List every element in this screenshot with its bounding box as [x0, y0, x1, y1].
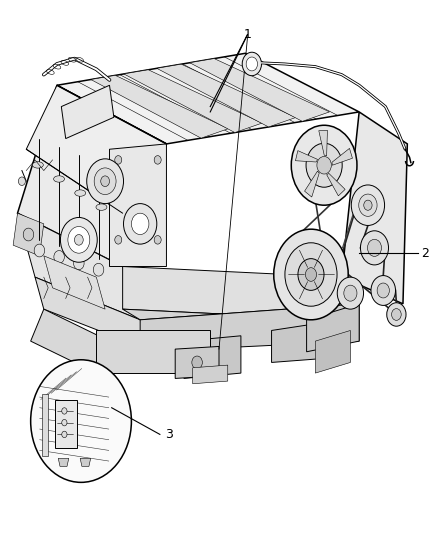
Polygon shape	[80, 458, 91, 466]
Circle shape	[74, 235, 83, 245]
Polygon shape	[315, 330, 350, 373]
Circle shape	[93, 263, 104, 276]
Circle shape	[115, 236, 122, 244]
Circle shape	[124, 204, 157, 244]
Circle shape	[377, 283, 389, 298]
Circle shape	[34, 244, 45, 257]
Polygon shape	[44, 256, 105, 309]
Circle shape	[392, 309, 401, 320]
Polygon shape	[272, 320, 342, 362]
Circle shape	[371, 276, 396, 305]
Circle shape	[154, 156, 161, 164]
Circle shape	[387, 303, 406, 326]
Polygon shape	[55, 400, 77, 448]
Polygon shape	[123, 266, 342, 320]
Circle shape	[364, 200, 372, 210]
Circle shape	[351, 185, 385, 225]
Polygon shape	[332, 148, 353, 165]
Circle shape	[62, 419, 67, 426]
Circle shape	[94, 168, 116, 195]
Polygon shape	[319, 130, 328, 156]
Ellipse shape	[75, 190, 86, 196]
Polygon shape	[18, 213, 140, 320]
Polygon shape	[35, 277, 153, 352]
Circle shape	[359, 194, 377, 216]
Circle shape	[74, 257, 84, 270]
Polygon shape	[110, 144, 166, 266]
Circle shape	[62, 431, 67, 438]
Polygon shape	[31, 309, 110, 373]
Polygon shape	[13, 213, 44, 256]
Polygon shape	[304, 171, 319, 197]
Ellipse shape	[32, 161, 43, 168]
Circle shape	[344, 285, 357, 301]
Polygon shape	[190, 59, 329, 122]
Circle shape	[298, 259, 324, 290]
Circle shape	[115, 156, 122, 164]
Circle shape	[274, 229, 348, 320]
Circle shape	[68, 227, 90, 253]
Circle shape	[23, 228, 34, 241]
Circle shape	[285, 243, 337, 306]
Circle shape	[18, 177, 25, 185]
Circle shape	[246, 57, 258, 71]
Polygon shape	[57, 53, 359, 144]
Circle shape	[360, 231, 389, 265]
Circle shape	[154, 236, 161, 244]
Polygon shape	[123, 304, 359, 320]
Polygon shape	[175, 346, 219, 378]
Polygon shape	[42, 394, 48, 456]
Polygon shape	[18, 85, 166, 266]
Polygon shape	[327, 173, 345, 196]
Polygon shape	[140, 304, 359, 352]
Circle shape	[54, 251, 64, 263]
Text: 2: 2	[421, 247, 429, 260]
Polygon shape	[342, 112, 407, 304]
Circle shape	[367, 239, 381, 256]
Circle shape	[306, 143, 342, 187]
Circle shape	[101, 176, 110, 187]
Polygon shape	[157, 64, 296, 127]
Polygon shape	[58, 458, 69, 466]
Text: 1: 1	[244, 28, 251, 41]
Polygon shape	[124, 70, 262, 133]
Polygon shape	[184, 336, 241, 378]
Polygon shape	[96, 330, 210, 373]
Circle shape	[192, 356, 202, 369]
Circle shape	[131, 213, 149, 235]
Ellipse shape	[96, 204, 107, 211]
Circle shape	[317, 157, 331, 174]
Text: 3: 3	[165, 428, 173, 441]
Circle shape	[305, 268, 317, 281]
Circle shape	[87, 159, 124, 204]
Polygon shape	[193, 365, 228, 384]
Circle shape	[31, 360, 131, 482]
Circle shape	[337, 277, 364, 309]
Polygon shape	[307, 304, 359, 352]
Circle shape	[291, 125, 357, 205]
Circle shape	[60, 217, 97, 262]
Circle shape	[62, 408, 67, 414]
Polygon shape	[91, 75, 228, 138]
Polygon shape	[61, 85, 114, 139]
Polygon shape	[296, 151, 318, 162]
Ellipse shape	[53, 176, 64, 182]
Polygon shape	[26, 85, 166, 213]
Circle shape	[242, 52, 261, 76]
